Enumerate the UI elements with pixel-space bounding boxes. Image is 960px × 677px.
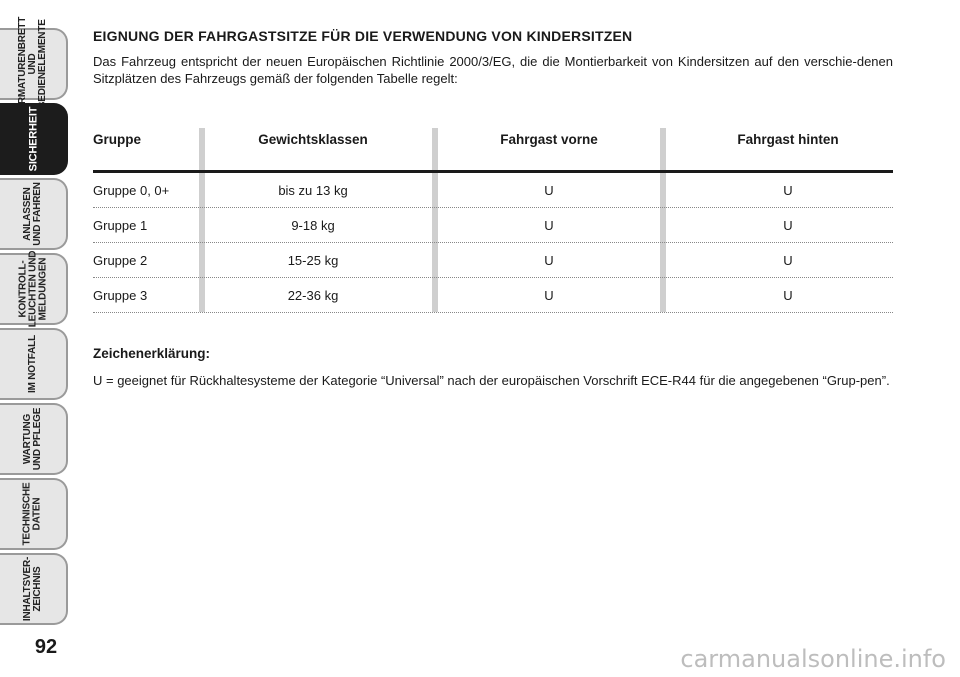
header-fahrgast-vorne: Fahrgast vorne xyxy=(500,132,598,147)
header-fahrgast-hinten: Fahrgast hinten xyxy=(737,132,839,147)
header-gewichtsklassen: Gewichtsklassen xyxy=(258,132,368,147)
child-seat-table: Gruppe Gewichtsklassen Fahrgast vorne Fa… xyxy=(93,128,893,313)
tab-label: TECHNISCHE DATEN xyxy=(21,482,43,546)
cell-gewicht: 9-18 kg xyxy=(291,218,335,233)
cell-vorne: U xyxy=(544,218,554,233)
tab-label: WARTUNG UND PFLEGE xyxy=(21,407,43,471)
cell-hinten: U xyxy=(783,183,793,198)
tab-anlassen[interactable]: ANLASSEN UND FAHREN xyxy=(0,178,68,250)
table-header: Gruppe Gewichtsklassen Fahrgast vorne Fa… xyxy=(93,128,893,173)
table-row: Gruppe 1 9-18 kg U U xyxy=(93,208,893,243)
page-number: 92 xyxy=(34,636,58,658)
tab-kontrollleuchten[interactable]: KONTROLL- LEUCHTEN UND MELDUNGEN xyxy=(0,250,68,328)
tab-label: INHALTSVER- ZEICHNIS xyxy=(22,556,43,622)
column-divider xyxy=(199,128,205,312)
tab-im-notfall[interactable]: IM NOTFALL xyxy=(0,328,68,400)
cell-vorne: U xyxy=(544,288,554,303)
cell-gewicht: 22-36 kg xyxy=(287,288,339,303)
cell-hinten: U xyxy=(783,218,793,233)
legend-title: Zeichenerklärung: xyxy=(93,346,211,361)
column-divider xyxy=(660,128,666,312)
cell-vorne: U xyxy=(544,183,554,198)
section-heading: EIGNUNG DER FAHRGASTSITZE FÜR DIE VERWEN… xyxy=(93,28,633,44)
cell-gruppe: Gruppe 0, 0+ xyxy=(93,183,170,198)
tab-armaturenbrett[interactable]: ARMATURENBRETT UND BEDIENELEMENTE xyxy=(0,17,68,111)
legend-text: U = geeignet für Rückhaltesysteme der Ka… xyxy=(93,373,890,388)
watermark: carmanualsonline.info xyxy=(680,645,946,673)
tab-label: SICHERHEIT xyxy=(27,106,39,172)
intro-paragraph: Das Fahrzeug entspricht der neuen Europä… xyxy=(93,54,893,86)
tab-technische-daten[interactable]: TECHNISCHE DATEN xyxy=(0,478,68,550)
tab-sicherheit[interactable]: SICHERHEIT xyxy=(0,103,68,175)
table-row: Gruppe 0, 0+ bis zu 13 kg U U xyxy=(93,173,893,208)
tab-label: KONTROLL- LEUCHTEN UND MELDUNGEN xyxy=(17,250,48,328)
cell-hinten: U xyxy=(783,253,793,268)
column-divider xyxy=(432,128,438,312)
cell-hinten: U xyxy=(783,288,793,303)
tab-label: IM NOTFALL xyxy=(27,335,38,393)
table-row: Gruppe 2 15-25 kg U U xyxy=(93,243,893,278)
cell-gruppe: Gruppe 2 xyxy=(93,253,148,268)
cell-vorne: U xyxy=(544,253,554,268)
header-gruppe: Gruppe xyxy=(93,132,142,147)
cell-gruppe: Gruppe 3 xyxy=(93,288,148,303)
tab-inhaltsverzeichnis[interactable]: INHALTSVER- ZEICHNIS xyxy=(0,553,68,625)
tab-wartung[interactable]: WARTUNG UND PFLEGE xyxy=(0,403,68,475)
tab-label: ANLASSEN UND FAHREN xyxy=(22,182,43,246)
cell-gruppe: Gruppe 1 xyxy=(93,218,148,233)
cell-gewicht: 15-25 kg xyxy=(287,253,339,268)
table-row: Gruppe 3 22-36 kg U U xyxy=(93,278,893,313)
cell-gewicht: bis zu 13 kg xyxy=(278,183,348,198)
tab-label: ARMATURENBRETT UND BEDIENELEMENTE xyxy=(17,16,49,112)
